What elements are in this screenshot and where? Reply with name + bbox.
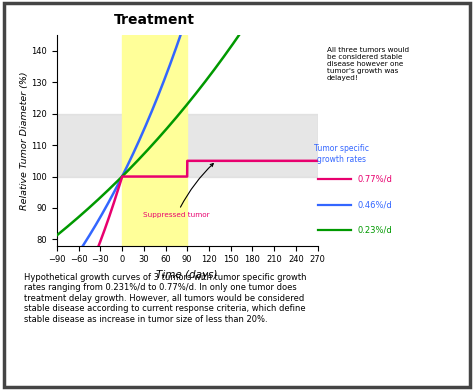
Text: 0.77%/d: 0.77%/d — [358, 175, 393, 184]
Text: All three tumors would
be considered stable
disease however one
tumor's growth w: All three tumors would be considered sta… — [327, 47, 409, 81]
Text: 0.23%/d: 0.23%/d — [358, 225, 392, 235]
Y-axis label: Relative Tumor Diameter (%): Relative Tumor Diameter (%) — [19, 71, 28, 210]
Bar — [122, 35, 187, 246]
Text: 0.46%/d: 0.46%/d — [358, 200, 392, 209]
Bar — [57, 113, 318, 177]
Text: Treatment: Treatment — [114, 13, 195, 27]
X-axis label: Time (days): Time (days) — [156, 270, 218, 280]
Text: Hypothetical growth curves of 3 tumors with tumor specific growth
rates ranging : Hypothetical growth curves of 3 tumors w… — [24, 273, 306, 324]
Text: Suppressed tumor: Suppressed tumor — [143, 163, 213, 218]
Text: Tumor specific
growth rates: Tumor specific growth rates — [314, 144, 369, 164]
